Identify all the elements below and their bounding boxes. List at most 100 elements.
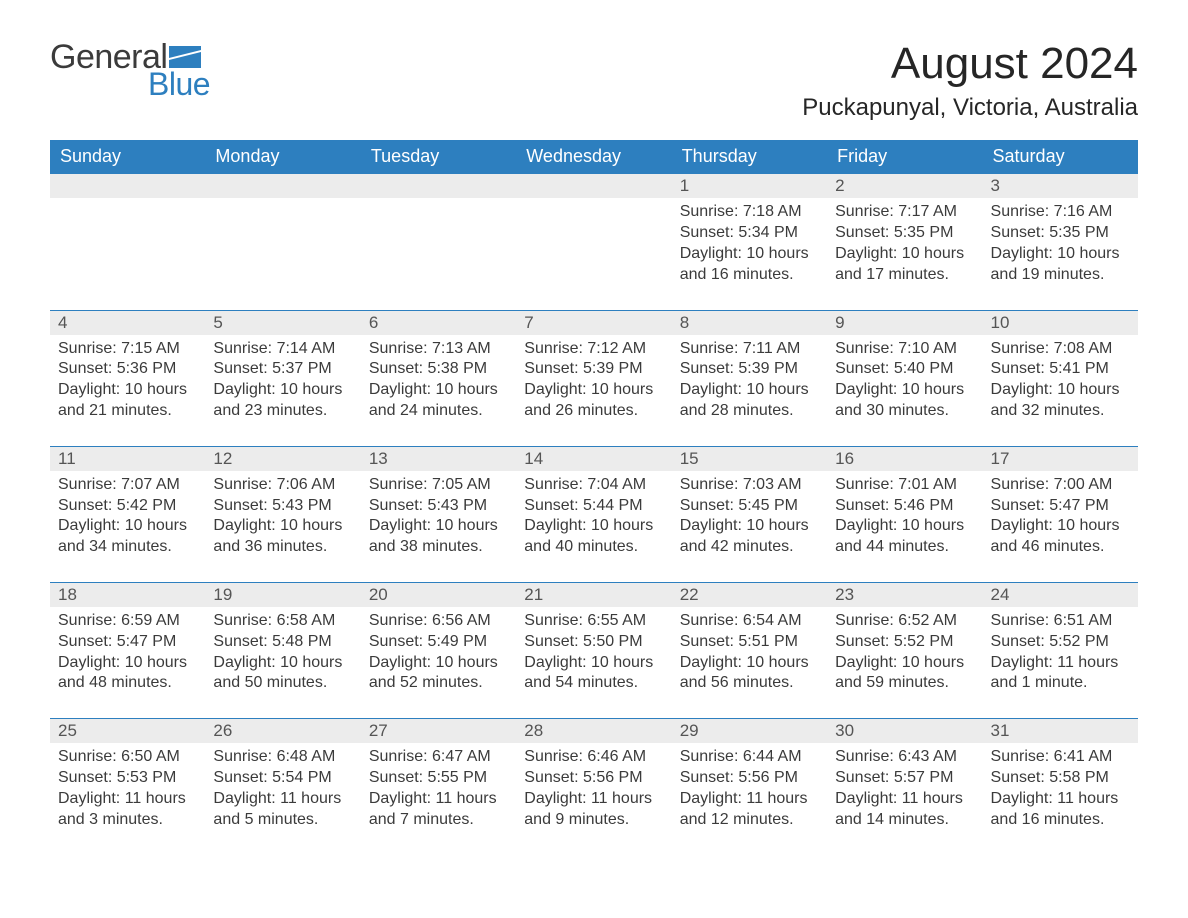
day-number: 25: [50, 719, 205, 743]
sunset-line: Sunset: 5:46 PM: [835, 496, 974, 517]
sunset-line: Sunset: 5:35 PM: [835, 223, 974, 244]
week-row: 11Sunrise: 7:07 AMSunset: 5:42 PMDayligh…: [50, 446, 1138, 582]
day-number: 5: [205, 311, 360, 335]
sunset-line: Sunset: 5:36 PM: [58, 359, 197, 380]
weekday-header: Friday: [827, 140, 982, 174]
weekday-header: Saturday: [983, 140, 1138, 174]
day-number: 21: [516, 583, 671, 607]
day-cell: 13Sunrise: 7:05 AMSunset: 5:43 PMDayligh…: [361, 446, 516, 582]
sunrise-line: Sunrise: 7:00 AM: [991, 475, 1130, 496]
weekday-header: Thursday: [672, 140, 827, 174]
day-body: Sunrise: 6:54 AMSunset: 5:51 PMDaylight:…: [672, 607, 827, 718]
day-cell: 11Sunrise: 7:07 AMSunset: 5:42 PMDayligh…: [50, 446, 205, 582]
day-cell: 6Sunrise: 7:13 AMSunset: 5:38 PMDaylight…: [361, 310, 516, 446]
day-cell: 22Sunrise: 6:54 AMSunset: 5:51 PMDayligh…: [672, 582, 827, 718]
day-number: 30: [827, 719, 982, 743]
sunrise-line: Sunrise: 6:48 AM: [213, 747, 352, 768]
day-body: Sunrise: 7:03 AMSunset: 5:45 PMDaylight:…: [672, 471, 827, 582]
daylight-line: Daylight: 10 hours and 24 minutes.: [369, 380, 508, 422]
sunset-line: Sunset: 5:40 PM: [835, 359, 974, 380]
sunset-line: Sunset: 5:44 PM: [524, 496, 663, 517]
daylight-line: Daylight: 10 hours and 26 minutes.: [524, 380, 663, 422]
daylight-line: Daylight: 10 hours and 42 minutes.: [680, 516, 819, 558]
sunset-line: Sunset: 5:50 PM: [524, 632, 663, 653]
daylight-line: Daylight: 10 hours and 52 minutes.: [369, 653, 508, 695]
header: General Blue August 2024 Puckapunyal, Vi…: [50, 40, 1138, 122]
sunrise-line: Sunrise: 6:50 AM: [58, 747, 197, 768]
day-cell: 19Sunrise: 6:58 AMSunset: 5:48 PMDayligh…: [205, 582, 360, 718]
daylight-line: Daylight: 10 hours and 28 minutes.: [680, 380, 819, 422]
day-body: [516, 198, 671, 308]
day-cell: 28 Sunrise: 6:46 AMSunset: 5:56 PMDayligh…: [516, 719, 671, 855]
day-number: 29: [672, 719, 827, 743]
day-number: [205, 174, 360, 198]
sunrise-line: Sunrise: 7:12 AM: [524, 339, 663, 360]
sunrise-line: Sunrise: 6:47 AM: [369, 747, 508, 768]
weekday-header: Monday: [205, 140, 360, 174]
empty-cell: [516, 174, 671, 310]
day-number: 18: [50, 583, 205, 607]
day-cell: 14Sunrise: 7:04 AMSunset: 5:44 PMDayligh…: [516, 446, 671, 582]
sunrise-line: Sunrise: 6:56 AM: [369, 611, 508, 632]
day-cell: 20Sunrise: 6:56 AMSunset: 5:49 PMDayligh…: [361, 582, 516, 718]
day-cell: 7Sunrise: 7:12 AMSunset: 5:39 PMDaylight…: [516, 310, 671, 446]
sunrise-line: Sunrise: 7:15 AM: [58, 339, 197, 360]
day-body: Sunrise: 6:43 AMSunset: 5:57 PMDaylight:…: [827, 743, 982, 854]
day-number: 8: [672, 311, 827, 335]
daylight-line: Daylight: 10 hours and 16 minutes.: [680, 244, 819, 286]
day-body: Sunrise: 7:16 AMSunset: 5:35 PMDaylight:…: [983, 198, 1138, 309]
day-number: 17: [983, 447, 1138, 471]
flag-icon: [169, 46, 201, 68]
day-number: [516, 174, 671, 198]
sunset-line: Sunset: 5:54 PM: [213, 768, 352, 789]
sunrise-line: Sunrise: 6:51 AM: [991, 611, 1130, 632]
sunrise-line: Sunrise: 7:08 AM: [991, 339, 1130, 360]
day-body: Sunrise: 6:52 AMSunset: 5:52 PMDaylight:…: [827, 607, 982, 718]
week-row: 18Sunrise: 6:59 AMSunset: 5:47 PMDayligh…: [50, 582, 1138, 718]
daylight-line: Daylight: 10 hours and 21 minutes.: [58, 380, 197, 422]
day-body: Sunrise: 7:06 AMSunset: 5:43 PMDaylight:…: [205, 471, 360, 582]
day-cell: 30Sunrise: 6:43 AMSunset: 5:57 PMDayligh…: [827, 719, 982, 855]
day-cell: 25Sunrise: 6:50 AMSunset: 5:53 PMDayligh…: [50, 719, 205, 855]
daylight-line: Daylight: 11 hours and 5 minutes.: [213, 789, 352, 831]
daylight-line: Daylight: 10 hours and 36 minutes.: [213, 516, 352, 558]
day-body: Sunrise: 7:00 AMSunset: 5:47 PMDaylight:…: [983, 471, 1138, 582]
daylight-line: Daylight: 10 hours and 54 minutes.: [524, 653, 663, 695]
day-body: Sunrise: 6:59 AMSunset: 5:47 PMDaylight:…: [50, 607, 205, 718]
day-number: [361, 174, 516, 198]
daylight-line: Daylight: 11 hours and 9 minutes.: [524, 789, 663, 831]
day-cell: 17Sunrise: 7:00 AMSunset: 5:47 PMDayligh…: [983, 446, 1138, 582]
sunset-line: Sunset: 5:52 PM: [835, 632, 974, 653]
day-body: Sunrise: 7:01 AMSunset: 5:46 PMDaylight:…: [827, 471, 982, 582]
daylight-line: Daylight: 10 hours and 48 minutes.: [58, 653, 197, 695]
sunrise-line: Sunrise: 7:05 AM: [369, 475, 508, 496]
sunset-line: Sunset: 5:35 PM: [991, 223, 1130, 244]
day-number: 10: [983, 311, 1138, 335]
day-body: Sunrise: 7:05 AMSunset: 5:43 PMDaylight:…: [361, 471, 516, 582]
day-cell: 16Sunrise: 7:01 AMSunset: 5:46 PMDayligh…: [827, 446, 982, 582]
day-cell: 2Sunrise: 7:17 AMSunset: 5:35 PMDaylight…: [827, 174, 982, 310]
day-body: Sunrise: 7:12 AMSunset: 5:39 PMDaylight:…: [516, 335, 671, 446]
day-body: Sunrise: 7:18 AMSunset: 5:34 PMDaylight:…: [672, 198, 827, 309]
sunset-line: Sunset: 5:45 PM: [680, 496, 819, 517]
sunrise-line: Sunrise: 6:41 AM: [991, 747, 1130, 768]
day-body: Sunrise: 7:07 AMSunset: 5:42 PMDaylight:…: [50, 471, 205, 582]
day-cell: 31Sunrise: 6:41 AMSunset: 5:58 PMDayligh…: [983, 719, 1138, 855]
sunset-line: Sunset: 5:56 PM: [524, 768, 663, 789]
sunrise-line: Sunrise: 6:55 AM: [524, 611, 663, 632]
sunrise-line: Sunrise: 6:46 AM: [524, 747, 663, 768]
sunrise-line: Sunrise: 6:44 AM: [680, 747, 819, 768]
daylight-line: Daylight: 10 hours and 50 minutes.: [213, 653, 352, 695]
day-cell: 26Sunrise: 6:48 AMSunset: 5:54 PMDayligh…: [205, 719, 360, 855]
day-body: Sunrise: 6:55 AMSunset: 5:50 PMDaylight:…: [516, 607, 671, 718]
day-body: Sunrise: 6:50 AMSunset: 5:53 PMDaylight:…: [50, 743, 205, 854]
day-number: 31: [983, 719, 1138, 743]
calendar-table: SundayMondayTuesdayWednesdayThursdayFrid…: [50, 140, 1138, 854]
day-cell: 9Sunrise: 7:10 AMSunset: 5:40 PMDaylight…: [827, 310, 982, 446]
day-number: 28: [516, 719, 671, 743]
day-body: Sunrise: 7:14 AMSunset: 5:37 PMDaylight:…: [205, 335, 360, 446]
day-number: 26: [205, 719, 360, 743]
daylight-line: Daylight: 10 hours and 56 minutes.: [680, 653, 819, 695]
daylight-line: Daylight: 11 hours and 12 minutes.: [680, 789, 819, 831]
day-body: Sunrise: 6:48 AMSunset: 5:54 PMDaylight:…: [205, 743, 360, 854]
